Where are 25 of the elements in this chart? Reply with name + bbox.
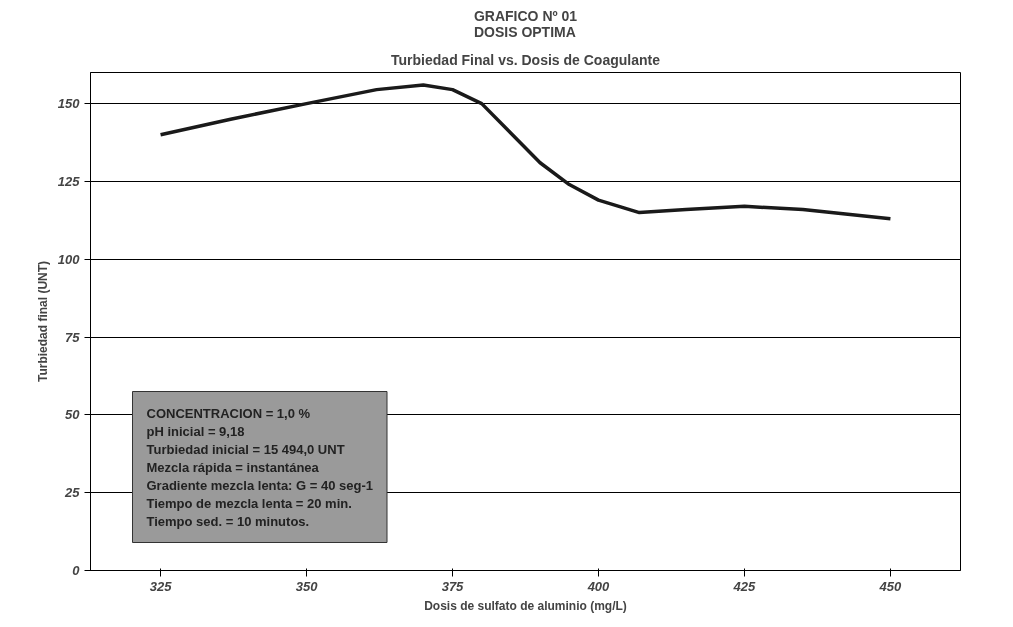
annotation: Tiempo de mezcla lenta = 20 min.	[146, 495, 352, 511]
x-tick-label: 425	[732, 578, 757, 594]
x-tick-label: 375	[441, 578, 465, 594]
y-tick-label: 125	[57, 173, 81, 189]
annotation: CONCENTRACION = 1,0 %	[146, 405, 311, 421]
x-tick-label: 350	[295, 578, 319, 594]
y-tick-label: 0	[72, 563, 81, 578]
x-axis-title: Dosis de sulfato de aluminio (mg/L)	[424, 598, 627, 613]
annotation: Tiempo sed. = 10 minutos.	[146, 513, 310, 529]
y-tick-label: 150	[57, 96, 81, 112]
y-tick-label: 100	[57, 251, 81, 267]
annotation: Gradiente mezcla lenta: G = 40 seg-1	[146, 477, 374, 493]
annotation: Turbiedad inicial = 15 494,0 UNT	[146, 441, 345, 457]
x-tick-label: 325	[149, 578, 173, 594]
annotation: Mezcla rápida = instantánea	[146, 459, 320, 475]
line-series	[158, 83, 893, 221]
y-tick-label: 25	[64, 485, 81, 501]
x-tick-label: 450	[878, 578, 903, 594]
y-tick-label: 50	[65, 407, 81, 423]
y-tick-label: 75	[65, 329, 81, 345]
chart-subtitle: Turbiedad Final vs. Dosis de Coagulante	[391, 51, 661, 68]
y-axis-title: Turbiedad final (UNT)	[35, 260, 50, 383]
x-tick-label: 400	[586, 578, 611, 594]
annotation: pH inicial = 9,18	[146, 423, 245, 439]
chart-title: GRAFICO Nº 01 DOSIS OPTIMA	[473, 7, 578, 40]
